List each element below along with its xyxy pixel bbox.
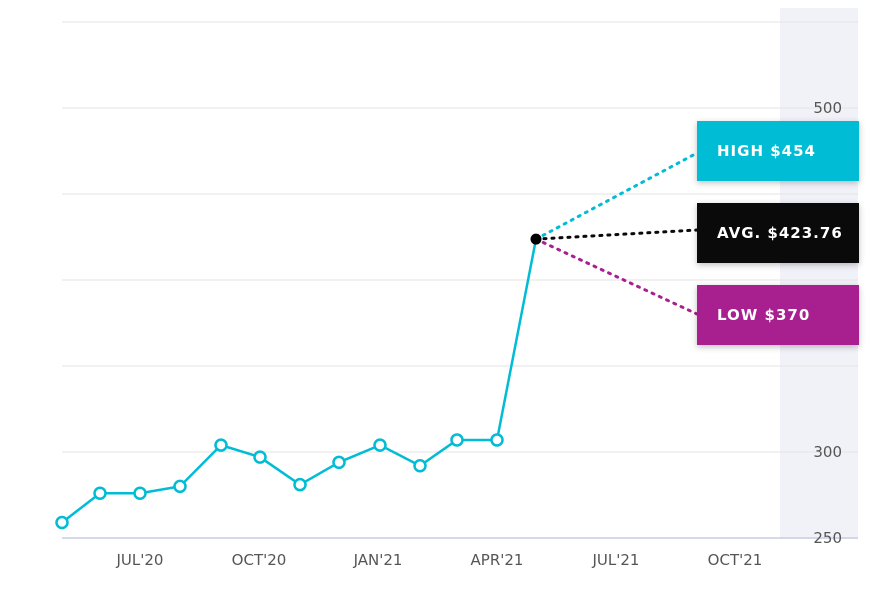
data-point [450,433,464,447]
price-series [55,233,542,530]
x-tick-label: OCT'21 [708,551,763,569]
grid-lines [62,21,858,539]
data-point [373,438,387,452]
y-axis-ticks: 250 300 500 [813,99,842,547]
y-tick-label: 250 [813,529,842,547]
data-point [133,486,147,501]
data-point [332,455,346,470]
x-tick-label: JUL'20 [116,551,164,569]
high-estimate-badge: HIGH $454 [697,121,859,181]
x-tick-label: APR'21 [471,551,524,569]
forecast-low-line [534,237,699,316]
forecast-avg-line [534,228,699,241]
x-tick-label: JUL'21 [592,551,640,569]
forecast-origin-point [530,233,542,245]
average-estimate-badge: AVG. $423.76 [697,203,859,263]
data-point [293,477,307,492]
data-point [490,433,504,447]
low-estimate-badge: LOW $370 [697,285,859,345]
data-point [93,486,107,501]
forecast-high-line [534,151,699,241]
forecast-lines [534,151,699,316]
data-point [173,479,187,494]
forecast-band [780,8,858,539]
data-point [253,450,267,464]
data-point [55,515,69,530]
y-tick-label: 300 [813,443,842,461]
data-point [214,438,228,452]
data-point [413,459,427,473]
x-tick-label: JAN'21 [353,551,403,569]
y-tick-label: 500 [813,99,842,117]
x-axis-ticks: JUL'20 OCT'20 JAN'21 APR'21 JUL'21 OCT'21 [116,551,763,569]
x-tick-label: OCT'20 [232,551,287,569]
